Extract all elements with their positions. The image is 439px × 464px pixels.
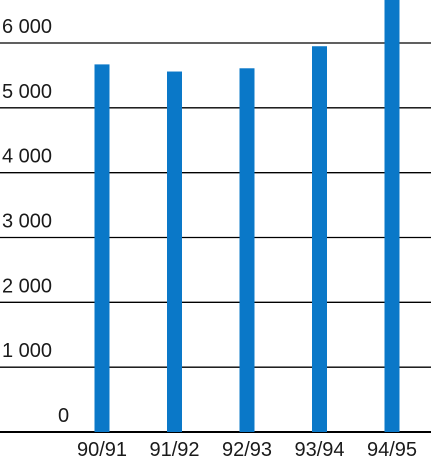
y-tick-label: 1 000 — [2, 340, 52, 362]
bar — [167, 71, 182, 432]
x-category-label: 93/94 — [294, 439, 344, 461]
x-category-label: 92/93 — [222, 439, 272, 461]
y-tick-label: 2 000 — [2, 275, 52, 297]
x-axis-category-labels: 90/91 91/92 92/93 93/94 94/95 — [77, 439, 417, 461]
y-axis-tick-labels: 0 1 000 2 000 3 000 4 000 5 000 6 000 — [2, 16, 69, 427]
bar — [94, 64, 110, 433]
bars — [94, 0, 400, 433]
x-category-label: 90/91 — [77, 439, 127, 461]
bar — [312, 46, 327, 432]
y-tick-label: 3 000 — [2, 211, 52, 233]
y-tick-label: 6 000 — [2, 16, 52, 38]
y-tick-label: 0 — [58, 405, 69, 427]
y-tick-label: 4 000 — [2, 146, 52, 168]
gridlines — [0, 42, 431, 433]
x-category-label: 94/95 — [367, 439, 417, 461]
x-category-label: 91/92 — [149, 439, 199, 461]
y-tick-label: 5 000 — [2, 81, 52, 103]
bar — [239, 68, 255, 432]
bar — [384, 0, 400, 432]
